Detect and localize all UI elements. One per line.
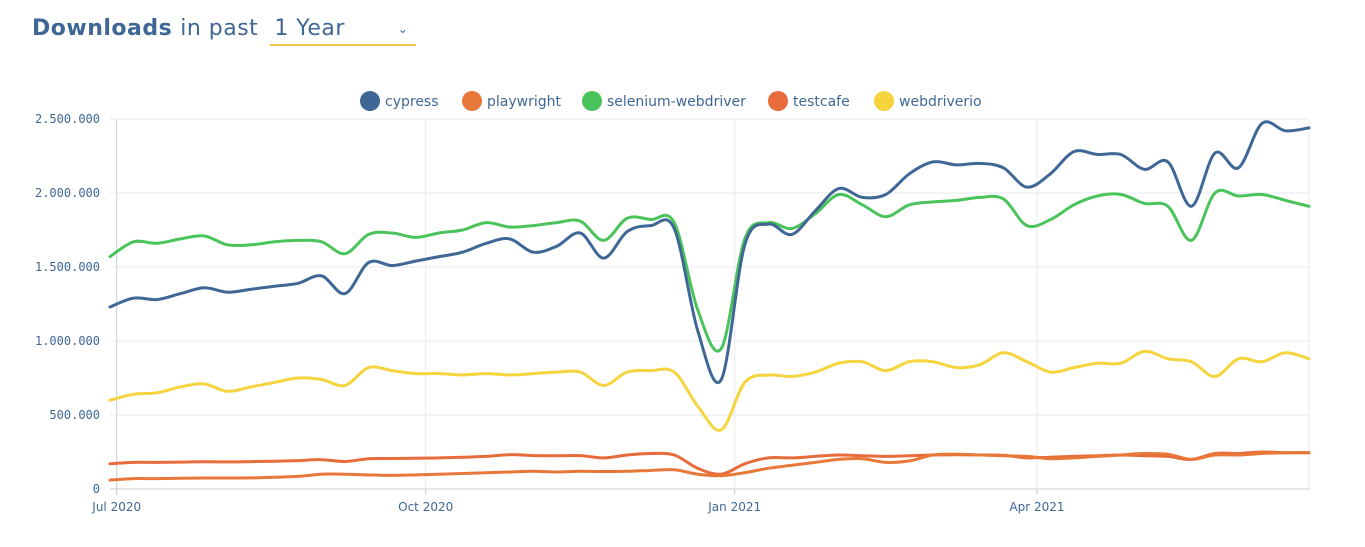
y-tick-label: 2.000.000 [35, 186, 100, 200]
header-title-strong: Downloads [32, 16, 173, 41]
x-tick-label: Jan 2021 [707, 500, 761, 514]
series-line-playwright [108, 451, 1311, 482]
legend-swatch-playwright [462, 91, 482, 111]
legend-label-selenium-webdriver: selenium-webdriver [607, 94, 746, 110]
chart-legend: cypress playwright selenium-webdriver testc… [360, 91, 982, 111]
period-select-value: 1 Year [274, 16, 345, 41]
legend-label-cypress: cypress [385, 94, 439, 110]
legend-swatch-webdriverio [874, 91, 894, 111]
period-select[interactable]: 1 Year ⌄ [270, 16, 417, 46]
x-tick-label: Oct 2020 [398, 500, 453, 514]
series-line-webdriverio [108, 349, 1311, 432]
y-tick-label: 500.000 [49, 408, 100, 422]
y-tick-label: 1.000.000 [35, 334, 100, 348]
x-tick-label: Jul 2020 [91, 500, 141, 514]
chart-grid [110, 118, 1310, 490]
y-tick-label: 1.500.000 [35, 260, 100, 274]
chevron-down-icon: ⌄ [397, 22, 409, 36]
legend-label-webdriverio: webdriverio [899, 94, 982, 110]
series-line-selenium-webdriver [108, 188, 1311, 353]
chart-lines [108, 120, 1311, 482]
legend-label-playwright: playwright [487, 94, 561, 110]
legend-label-testcafe: testcafe [793, 94, 850, 110]
downloads-header: Downloads in past 1 Year ⌄ [32, 16, 417, 46]
x-tick-label: Apr 2021 [1009, 500, 1064, 514]
series-line-cypress [108, 120, 1311, 384]
y-tick-label: 0 [93, 482, 100, 496]
legend-swatch-testcafe [768, 91, 788, 111]
y-axis: 0 500.000 1.000.000 1.500.000 2.000.000 2.500… [35, 112, 100, 496]
x-axis: Jul 2020 Oct 2020 Jan 2021 Apr 2021 [91, 489, 1065, 514]
legend-swatch-selenium-webdriver [582, 91, 602, 111]
header-title-light: in past [180, 16, 259, 41]
legend-swatch-cypress [360, 91, 380, 111]
y-tick-label: 2.500.000 [35, 112, 100, 126]
